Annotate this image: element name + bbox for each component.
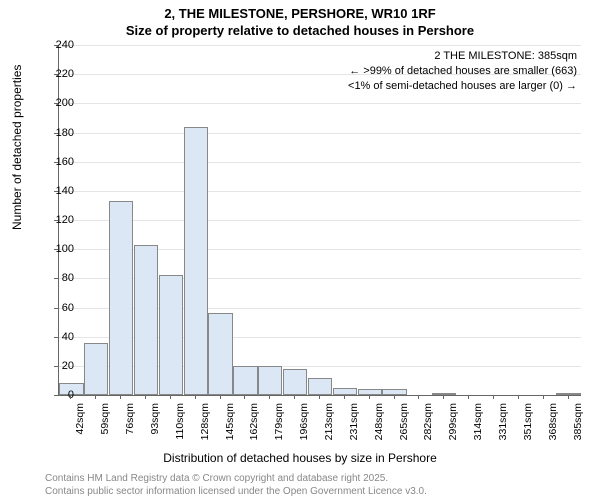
histogram-bar (283, 369, 307, 395)
histogram-bar (333, 388, 357, 395)
y-tick-label: 160 (44, 156, 74, 168)
y-tick-label: 80 (44, 272, 74, 284)
x-tick-mark (95, 395, 96, 399)
x-tick-mark (145, 395, 146, 399)
gridline (59, 191, 581, 192)
y-tick-mark (54, 249, 58, 250)
x-tick-mark (443, 395, 444, 399)
histogram-bar (134, 245, 158, 395)
x-tick-mark (220, 395, 221, 399)
y-tick-label: 240 (44, 39, 74, 51)
x-tick-label: 282sqm (422, 403, 434, 447)
plot-area: 2 THE MILESTONE: 385sqm ← >99% of detach… (58, 45, 581, 396)
x-tick-mark (244, 395, 245, 399)
histogram-bar (358, 389, 382, 395)
x-tick-mark (170, 395, 171, 399)
gridline (59, 45, 581, 46)
x-tick-label: 248sqm (373, 403, 385, 447)
y-tick-label: 140 (44, 185, 74, 197)
x-tick-mark (568, 395, 569, 399)
x-tick-label: 93sqm (149, 403, 161, 447)
x-tick-label: 76sqm (124, 403, 136, 447)
x-tick-mark (269, 395, 270, 399)
y-tick-mark (54, 308, 58, 309)
x-tick-mark (543, 395, 544, 399)
x-tick-mark (369, 395, 370, 399)
x-tick-label: 351sqm (522, 403, 534, 447)
histogram-bar (233, 366, 257, 395)
histogram-bar (84, 343, 108, 396)
chart-title-main: 2, THE MILESTONE, PERSHORE, WR10 1RF (0, 6, 600, 21)
x-tick-label: 265sqm (398, 403, 410, 447)
x-tick-label: 128sqm (199, 403, 211, 447)
histogram-bar (258, 366, 282, 395)
x-tick-mark (518, 395, 519, 399)
footer-line1: Contains HM Land Registry data © Crown c… (45, 473, 388, 484)
x-tick-label: 231sqm (348, 403, 360, 447)
histogram-bar (208, 313, 232, 395)
gridline (59, 220, 581, 221)
x-tick-label: 179sqm (273, 403, 285, 447)
x-tick-mark (195, 395, 196, 399)
y-tick-mark (54, 395, 58, 396)
x-tick-mark (418, 395, 419, 399)
chart-title-sub: Size of property relative to detached ho… (0, 23, 600, 38)
x-tick-label: 385sqm (572, 403, 584, 447)
x-tick-label: 110sqm (174, 403, 186, 447)
y-tick-mark (54, 337, 58, 338)
x-tick-label: 299sqm (447, 403, 459, 447)
x-tick-label: 162sqm (248, 403, 260, 447)
y-tick-label: 200 (44, 97, 74, 109)
x-tick-mark (120, 395, 121, 399)
x-tick-mark (344, 395, 345, 399)
y-tick-mark (54, 220, 58, 221)
y-tick-mark (54, 103, 58, 104)
x-tick-label: 42sqm (74, 403, 86, 447)
chart-container: 2, THE MILESTONE, PERSHORE, WR10 1RF Siz… (0, 0, 600, 500)
x-tick-label: 196sqm (298, 403, 310, 447)
x-tick-label: 368sqm (547, 403, 559, 447)
annotation-line1: 2 THE MILESTONE: 385sqm (348, 49, 577, 64)
gridline (59, 103, 581, 104)
annotation-line2: ← >99% of detached houses are smaller (6… (348, 64, 577, 79)
histogram-bar (159, 275, 183, 395)
x-tick-mark (319, 395, 320, 399)
x-tick-label: 213sqm (323, 403, 335, 447)
y-tick-mark (54, 45, 58, 46)
y-tick-mark (54, 366, 58, 367)
annotation-line3: <1% of semi-detached houses are larger (… (348, 79, 577, 94)
y-tick-mark (54, 74, 58, 75)
x-tick-mark (70, 395, 71, 399)
y-tick-label: 180 (44, 127, 74, 139)
histogram-bar (109, 201, 133, 395)
histogram-bar (308, 378, 332, 396)
histogram-bar (184, 127, 208, 395)
y-tick-label: 40 (44, 331, 74, 343)
y-tick-label: 220 (44, 68, 74, 80)
y-tick-mark (54, 162, 58, 163)
y-tick-mark (54, 133, 58, 134)
histogram-bar (382, 389, 406, 395)
x-tick-mark (468, 395, 469, 399)
y-tick-mark (54, 191, 58, 192)
x-axis-label: Distribution of detached houses by size … (0, 451, 600, 465)
histogram-bar (556, 393, 580, 395)
x-tick-mark (394, 395, 395, 399)
x-tick-label: 59sqm (99, 403, 111, 447)
x-tick-mark (493, 395, 494, 399)
y-tick-label: 120 (44, 214, 74, 226)
x-tick-label: 314sqm (472, 403, 484, 447)
y-tick-label: 20 (44, 360, 74, 372)
x-tick-label: 331sqm (497, 403, 509, 447)
x-tick-label: 145sqm (224, 403, 236, 447)
gridline (59, 133, 581, 134)
y-tick-label: 100 (44, 243, 74, 255)
y-tick-label: 60 (44, 302, 74, 314)
gridline (59, 162, 581, 163)
y-axis-label: Number of detached properties (10, 65, 24, 230)
x-tick-mark (294, 395, 295, 399)
footer-line2: Contains public sector information licen… (45, 486, 427, 497)
annotation-box: 2 THE MILESTONE: 385sqm ← >99% of detach… (348, 49, 577, 94)
y-tick-mark (54, 278, 58, 279)
